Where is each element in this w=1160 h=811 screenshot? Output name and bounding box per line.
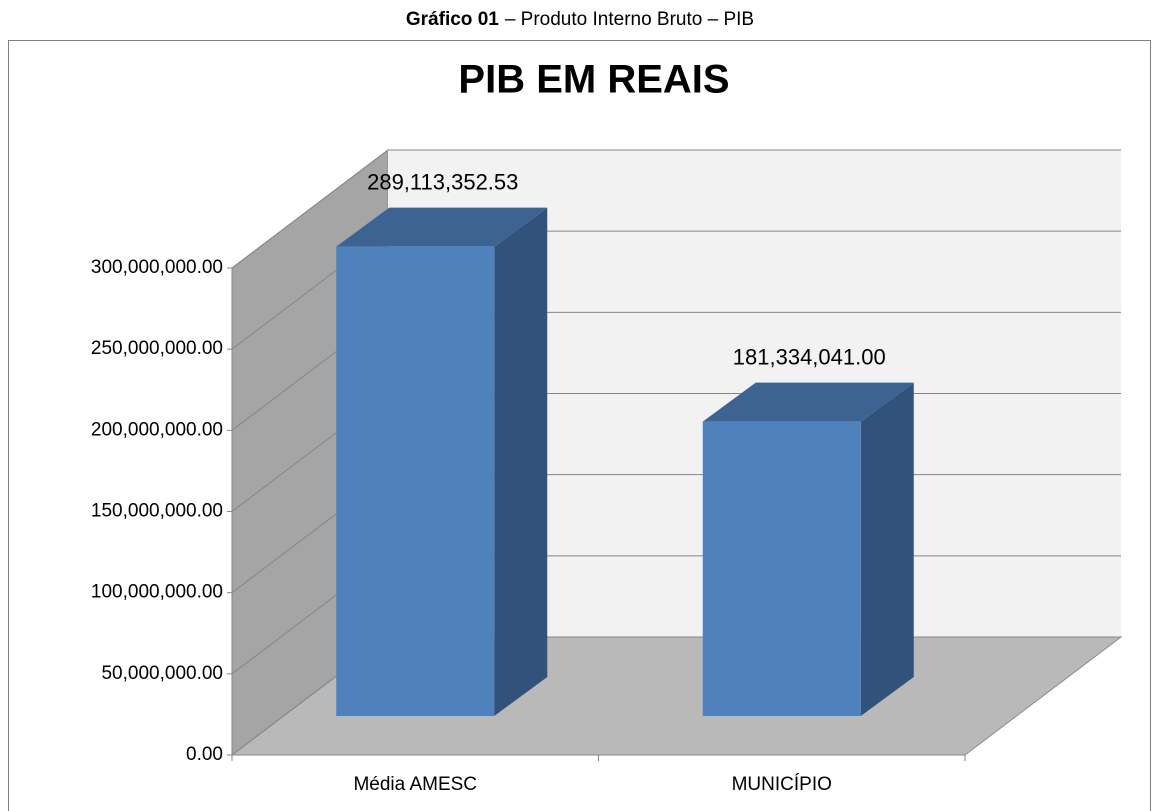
x-tick-label: Média AMESC: [353, 774, 477, 795]
caption-label: Gráfico 01: [406, 9, 499, 30]
x-tick-label: MUNICÍPIO: [732, 774, 832, 795]
y-tick-label: 250,000,000.00: [91, 338, 223, 359]
caption-text: – Produto Interno Bruto – PIB: [505, 9, 754, 30]
caption: Gráfico 01 – Produto Interno Bruto – PIB: [406, 9, 754, 30]
y-tick-label: 150,000,000.00: [91, 501, 223, 522]
bar-top: [336, 207, 548, 247]
bar: [336, 246, 495, 716]
value-label: 289,113,352.53: [367, 169, 518, 194]
y-tick-label: 200,000,000.00: [91, 419, 223, 440]
y-tick-label: 0.00: [186, 744, 223, 765]
y-tick-label: 50,000,000.00: [101, 663, 223, 684]
chart-title: PIB EM REAIS: [458, 58, 729, 102]
bar-side: [860, 382, 914, 716]
value-label: 181,334,041.00: [733, 344, 886, 369]
y-tick-label: 300,000,000.00: [91, 257, 223, 278]
grid-line-side: [231, 149, 389, 269]
bar: [702, 421, 861, 716]
bar-top: [702, 382, 914, 422]
y-tick-label: 100,000,000.00: [91, 582, 223, 603]
bar-side: [494, 207, 548, 716]
